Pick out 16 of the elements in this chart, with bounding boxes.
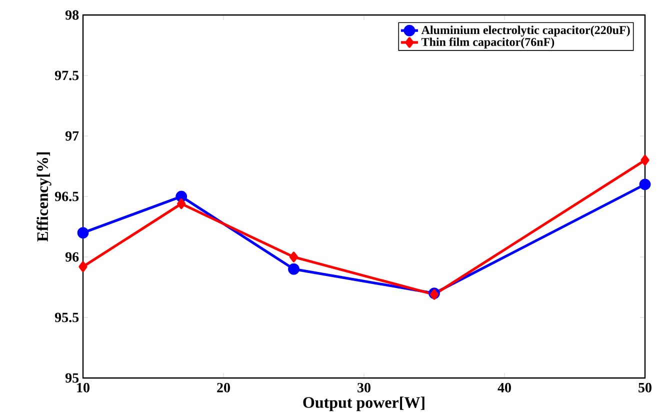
legend-label: Aluminium electrolytic capacitor(220uF)	[421, 26, 630, 37]
y-tick-label: 97	[65, 131, 79, 141]
x-tick-label: 20	[217, 382, 230, 392]
x-tick-label: 30	[358, 382, 370, 392]
legend-label: Thin film capacitor(76nF)	[421, 37, 554, 48]
y-tick-label: 95	[65, 373, 79, 383]
x-axis-title: Output power[W]	[303, 396, 424, 412]
y-tick-label: 96	[65, 252, 79, 262]
x-tick-label: 40	[498, 382, 511, 392]
y-tick-label: 98	[65, 10, 79, 20]
y-tick-label: 95.5	[54, 312, 79, 322]
y-tick-label: 96.5	[54, 192, 79, 202]
x-tick-label: 50	[638, 382, 652, 392]
x-tick-label: 10	[77, 382, 90, 392]
y-axis-title: Efficency[%]	[36, 152, 52, 242]
y-tick-label: 97.5	[54, 70, 79, 80]
